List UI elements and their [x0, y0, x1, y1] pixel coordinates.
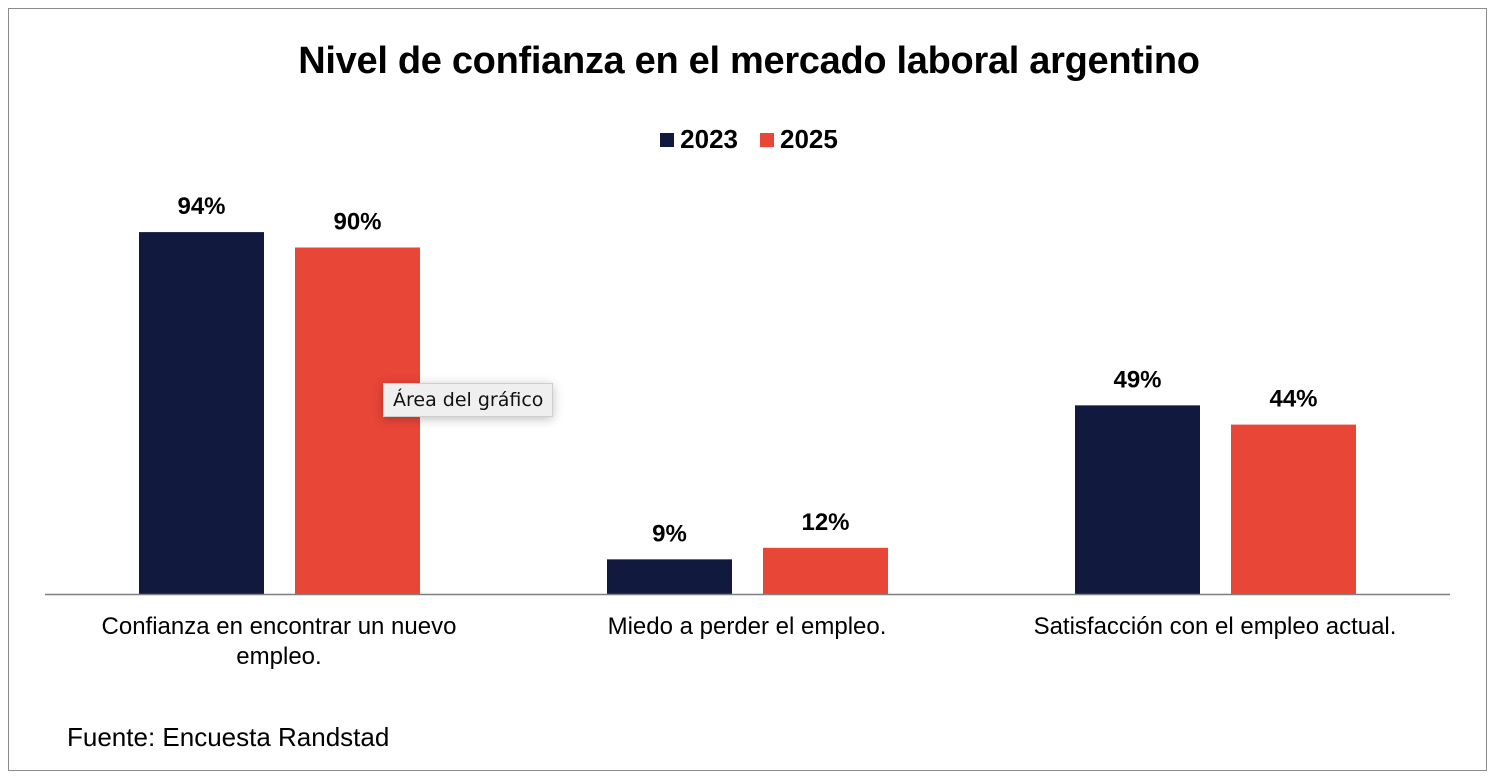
category-label-3: Satisfacción con el empleo actual.	[1033, 613, 1397, 640]
legend-label-2023: 2023	[680, 124, 738, 154]
category-label-1: Confianza en encontrar un nuevo empleo.	[101, 613, 457, 670]
legend-label-2025: 2025	[780, 124, 838, 154]
data-label-2023-2: 9%	[652, 520, 687, 547]
chart-area[interactable]	[8, 8, 1487, 771]
bar-2023-3[interactable]	[1075, 405, 1200, 594]
chart-title: Nivel de confianza en el mercado laboral…	[298, 40, 1200, 82]
legend: 2023 2025	[0, 124, 1498, 155]
bar-2025-3[interactable]	[1231, 424, 1356, 594]
data-label-2025-2: 12%	[801, 509, 849, 536]
bar-2025-2[interactable]	[763, 547, 888, 594]
category-label-2: Miedo a perder el empleo.	[607, 613, 887, 640]
data-label-2025-1: 90%	[333, 209, 381, 236]
bar-2025-1[interactable]	[295, 247, 420, 595]
tooltip: Área del gráfico	[383, 383, 554, 417]
bar-2023-2[interactable]	[607, 559, 732, 594]
source-note: Fuente: Encuesta Randstad	[67, 722, 390, 752]
legend-swatch-2025	[760, 132, 774, 147]
data-label-2023-3: 49%	[1113, 366, 1161, 393]
data-label-2023-1: 94%	[177, 193, 225, 220]
legend-item-2023: 2023	[660, 124, 738, 155]
legend-item-2025: 2025	[760, 124, 838, 155]
data-label-2025-3: 44%	[1269, 386, 1317, 413]
legend-swatch-2023	[660, 132, 675, 147]
bar-2023-1[interactable]	[139, 232, 264, 594]
